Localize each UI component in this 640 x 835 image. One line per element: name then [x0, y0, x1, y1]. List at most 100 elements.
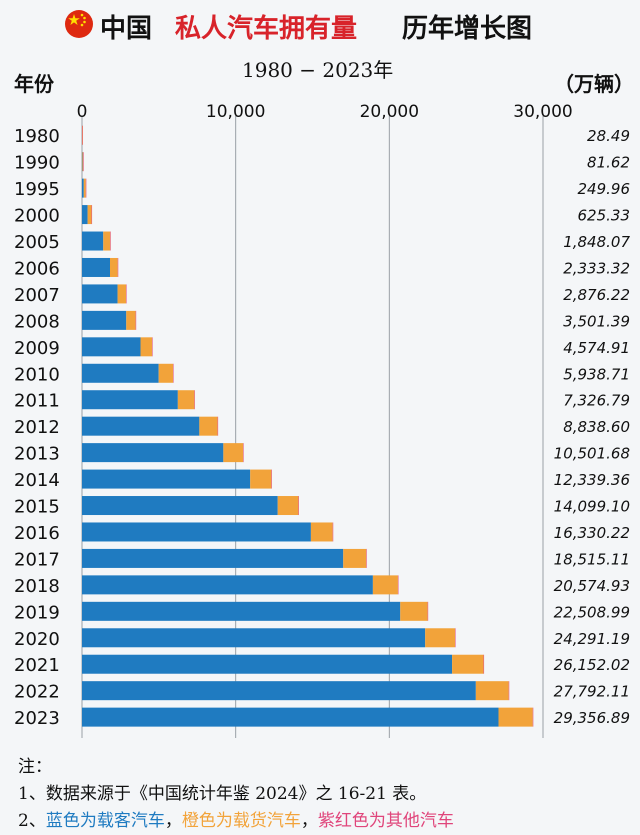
y-tick-label: 2015: [14, 497, 60, 518]
y-tick-label: 1990: [14, 153, 60, 174]
notes-heading: 注：: [18, 757, 52, 777]
y-tick-label: 2012: [14, 417, 60, 438]
bar-segment: [82, 284, 118, 304]
bar-segment: [82, 496, 278, 516]
data-label: 2,333.32: [563, 259, 630, 277]
legend-separator: ，: [300, 811, 318, 831]
data-label: 24,291.19: [554, 630, 630, 648]
bar-segment: [400, 601, 428, 621]
bar-segment: [82, 310, 127, 330]
bar-segment: [85, 178, 87, 198]
data-label: 81.62: [587, 154, 630, 172]
bar-segment: [343, 548, 367, 568]
bar-segment: [82, 628, 426, 648]
bar-segment: [82, 125, 83, 145]
data-label: 14,099.10: [554, 498, 630, 516]
bar-segment: [117, 284, 127, 304]
bar-segment: [117, 257, 119, 277]
bar-segment: [332, 522, 334, 542]
bar-segment: [82, 337, 141, 357]
data-label: 4,574.91: [563, 339, 630, 357]
bar-segment: [82, 654, 453, 674]
legend-truck: 橙色为载货汽车: [181, 811, 301, 831]
y-tick-label: 2023: [14, 708, 60, 729]
bar-segment: [277, 496, 299, 516]
bar-segment: [298, 496, 299, 516]
y-tick-label: 2011: [14, 391, 60, 412]
bar-segment: [173, 363, 174, 383]
chart-subtitle: 1980 − 2023年: [242, 58, 394, 82]
data-label: 625.33: [578, 207, 631, 225]
bar-segment: [194, 390, 195, 410]
bar-segment: [199, 416, 218, 436]
bar-segment: [87, 205, 92, 225]
bar-segment: [397, 575, 399, 595]
data-label: 28.49: [587, 127, 630, 145]
bar-segment: [82, 548, 344, 568]
data-label: 22,508.99: [554, 603, 630, 621]
bar-segment: [82, 416, 200, 436]
bar-segment: [366, 548, 367, 568]
bar-segment: [475, 681, 509, 701]
x-tick-label: 10,000: [206, 102, 265, 122]
bar-segment: [250, 469, 272, 489]
x-tick-label: 0: [77, 102, 88, 122]
y-tick-label: 2019: [14, 602, 60, 623]
bar-segment: [82, 152, 84, 172]
data-label: 8,838.60: [563, 418, 630, 436]
title-suffix: 历年增长图: [402, 14, 533, 44]
y-tick-label: 2022: [14, 682, 60, 703]
legend-other: 紫红色为其他汽车: [317, 811, 454, 831]
bar-segment: [82, 522, 311, 542]
data-label: 2,876.22: [563, 286, 630, 304]
y-tick-label: 2007: [14, 285, 60, 306]
bar-segment: [498, 707, 533, 727]
data-label: 249.96: [578, 180, 631, 198]
data-label: 12,339.36: [554, 471, 630, 489]
bar-segment: [82, 178, 84, 198]
bar-segment: [152, 337, 153, 357]
data-label: 29,356.89: [554, 709, 630, 727]
bar-segment: [82, 363, 159, 383]
y-tick-label: 2009: [14, 338, 60, 359]
bar-segment: [177, 390, 195, 410]
y-tick-label: 1980: [14, 126, 60, 147]
bar-segment: [110, 231, 111, 251]
y-tick-label: 2008: [14, 311, 60, 332]
unit-label: （万辆）: [554, 72, 634, 96]
note-legend-prefix: 2、: [18, 811, 46, 831]
bar-segment: [532, 707, 534, 727]
y-tick-label: 2020: [14, 629, 60, 650]
bar-segment: [158, 363, 174, 383]
bar-segment: [82, 681, 476, 701]
china-flag-icon: [65, 10, 93, 38]
bar-segment: [82, 469, 251, 489]
title-highlight: 私人汽车拥有量: [175, 14, 358, 44]
bar-segment: [82, 390, 178, 410]
y-tick-label: 2014: [14, 470, 60, 491]
chart-notes: 注： 1、数据来源于《中国统计年鉴 2024》之 16-21 表。 2、蓝色为载…: [18, 754, 454, 835]
bar-segment: [82, 152, 83, 172]
chart-title: 中国 私人汽车拥有量 历年增长图: [0, 4, 640, 44]
title-prefix: 中国: [100, 14, 153, 44]
note-source: 1、数据来源于《中国统计年鉴 2024》之 16-21 表。: [18, 784, 427, 804]
bar-segment: [82, 205, 88, 225]
bar-segment: [82, 707, 499, 727]
bar-segment: [126, 310, 136, 330]
data-label: 5,938.71: [563, 365, 630, 383]
legend-passenger: 蓝色为载客汽车: [45, 811, 165, 831]
bar-segment: [425, 628, 455, 648]
y-tick-label: 2018: [14, 576, 60, 597]
bar-segment: [217, 416, 219, 436]
y-axis-label: 年份: [14, 72, 54, 96]
legend-separator: ，: [164, 811, 182, 831]
bar-segment: [454, 628, 456, 648]
x-tick-label: 30,000: [513, 102, 572, 122]
bar-segment: [508, 681, 510, 701]
bar-segment: [82, 443, 224, 463]
y-tick-label: 2005: [14, 232, 60, 253]
bar-segment: [83, 178, 86, 198]
data-label: 3,501.39: [563, 312, 630, 330]
y-tick-label: 1995: [14, 179, 60, 200]
data-label: 26,152.02: [554, 656, 630, 674]
